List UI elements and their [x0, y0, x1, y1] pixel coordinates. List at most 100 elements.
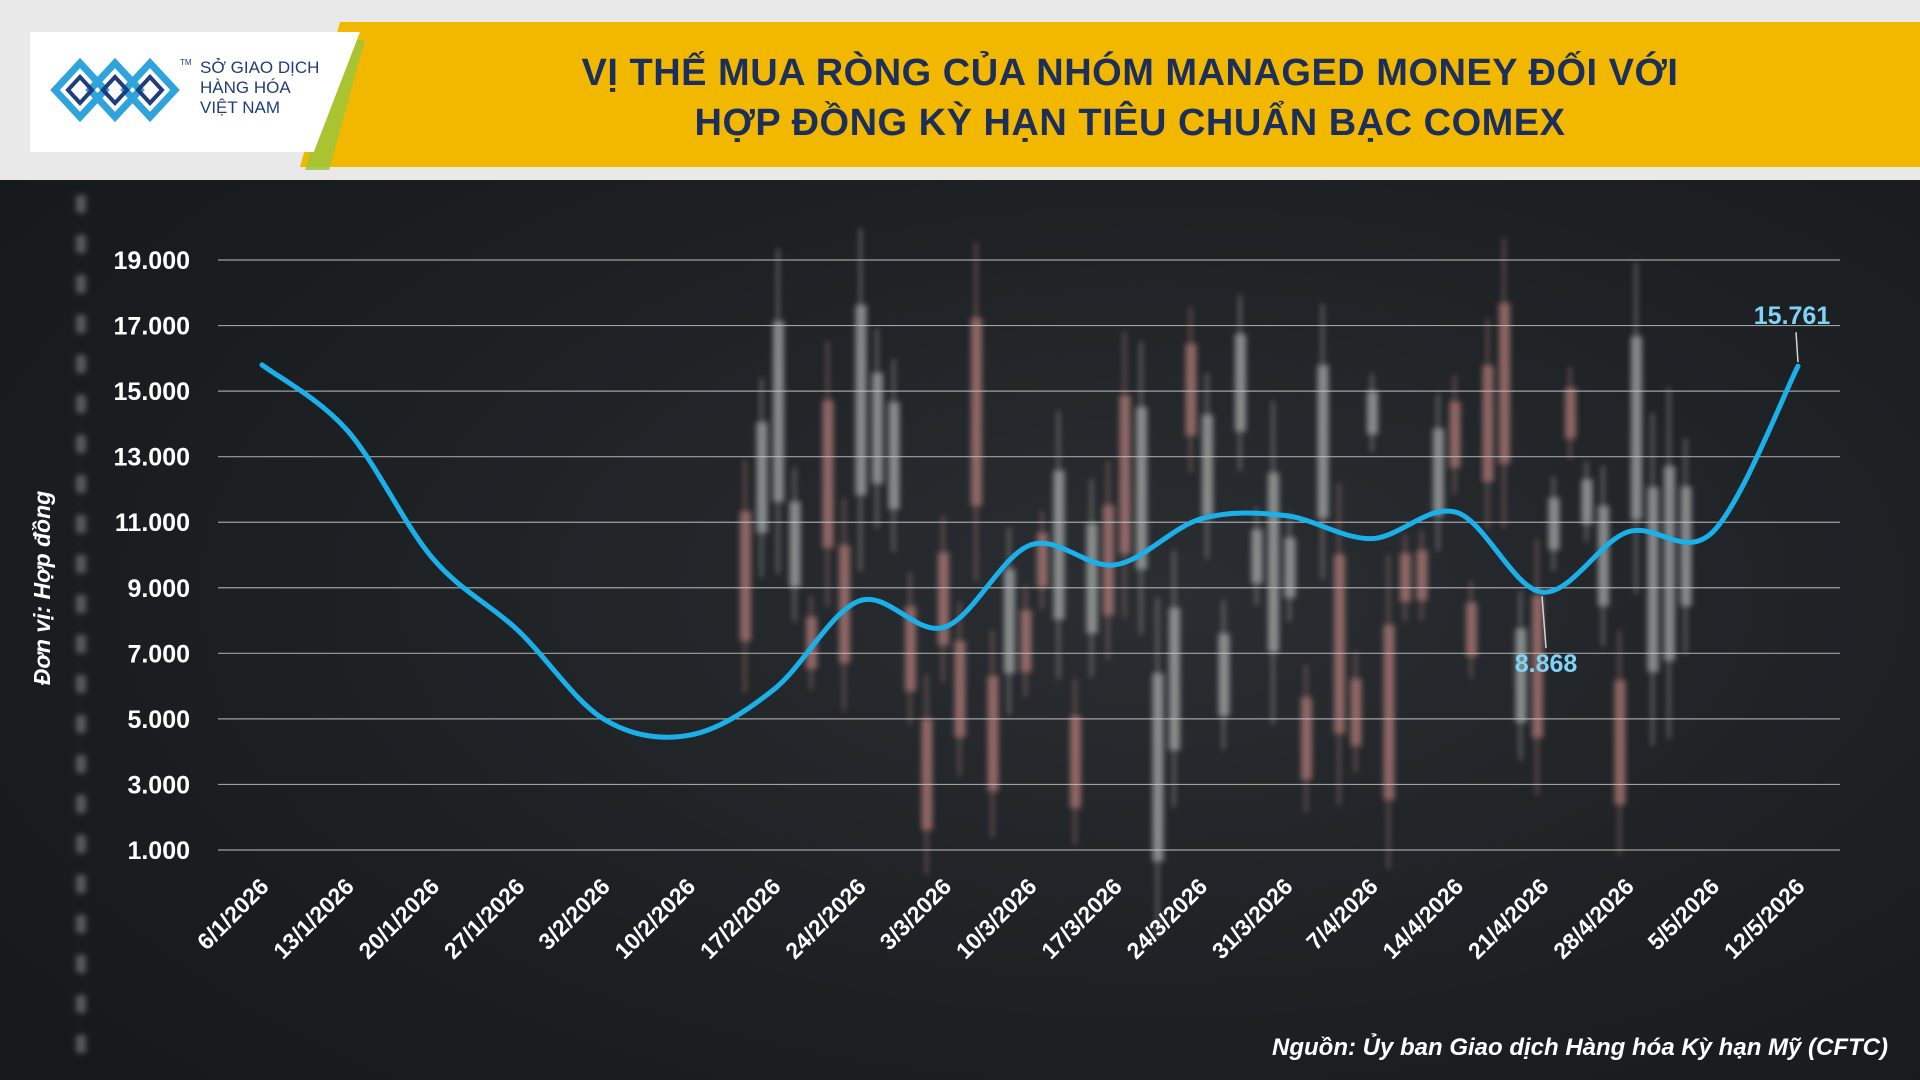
- bg-candle-body: [1532, 595, 1543, 738]
- bg-candle-body: [1218, 633, 1230, 717]
- series-line: [259, 362, 1801, 740]
- y-tick-label: 7.000: [127, 640, 190, 668]
- bg-axis-tick: [76, 915, 86, 933]
- bg-candle-body: [1020, 610, 1032, 673]
- annotation-leader: [1795, 332, 1799, 363]
- data-label: 15.761: [1754, 302, 1831, 330]
- bg-axis-tick: [76, 635, 86, 653]
- bg-candle-body: [1169, 607, 1180, 751]
- x-tick-label: 17/3/2026: [1036, 873, 1127, 964]
- x-tick-label: 7/4/2026: [1301, 873, 1383, 955]
- x-tick-label: 12/5/2026: [1719, 873, 1810, 964]
- bg-candle-body: [839, 545, 850, 664]
- bg-axis-tick: [76, 195, 86, 213]
- bg-axis-tick: [76, 835, 86, 853]
- bg-candle-body: [1614, 680, 1626, 805]
- bg-candle-body: [1466, 602, 1477, 657]
- bg-candle-body: [921, 718, 933, 830]
- bg-candle-body: [938, 552, 949, 646]
- bg-axis-tick: [76, 395, 86, 413]
- x-tick-label: 21/4/2026: [1463, 873, 1554, 964]
- y-axis-ticks: 1.000 3.000 5.000 7.000 9.000 11.000 13.000 15.…: [114, 247, 190, 865]
- bg-candle-body: [1433, 428, 1444, 516]
- y-tick-label: 3.000: [127, 771, 190, 799]
- y-tick-label: 13.000: [114, 444, 190, 472]
- data-label: 8.868: [1515, 650, 1578, 678]
- bg-candle-body: [954, 640, 966, 738]
- y-tick-label: 9.000: [127, 575, 190, 603]
- bg-axis-tick: [76, 275, 86, 293]
- logo-trademark: TM: [180, 58, 192, 67]
- bg-axis-tick: [76, 755, 86, 773]
- x-tick-label: 28/4/2026: [1548, 873, 1639, 964]
- bg-candle-body: [905, 606, 916, 692]
- logo-text-line2: HÀNG HÓA: [200, 78, 291, 97]
- bg-candle-body: [1581, 479, 1593, 524]
- bg-candle-body: [987, 675, 999, 792]
- bg-candle-body: [872, 372, 883, 484]
- y-tick-label: 19.000: [114, 247, 190, 275]
- bg-candle-body: [1400, 553, 1411, 602]
- bg-axis-tick: [76, 955, 86, 973]
- x-tick-label: 3/2/2026: [533, 873, 615, 955]
- x-tick-label: 24/2/2026: [780, 873, 871, 964]
- bg-candle-body: [855, 304, 867, 496]
- bg-axis-tick: [76, 995, 86, 1013]
- bg-axis-tick: [76, 555, 86, 573]
- bg-candle-body: [1565, 387, 1576, 439]
- chart-title-line1: VỊ THẾ MUA RÒNG CỦA NHÓM MANAGED MONEY Đ…: [581, 52, 1679, 94]
- bg-axis-tick: [76, 475, 86, 493]
- bg-candle-body: [1185, 343, 1197, 436]
- bg-axis-tick: [76, 875, 86, 893]
- bg-candle-body: [1482, 365, 1494, 482]
- bg-axis-tick: [76, 435, 86, 453]
- bg-axis-tick: [76, 515, 86, 533]
- bg-candle-body: [1284, 537, 1296, 598]
- bg-candle-body: [1664, 466, 1675, 661]
- bg-candle-body: [1301, 697, 1312, 780]
- bg-candle-body: [1235, 334, 1246, 432]
- bg-candle-body: [1136, 406, 1147, 570]
- x-tick-label: 10/3/2026: [951, 873, 1042, 964]
- bg-axis-tick: [76, 795, 86, 813]
- bg-candle-body: [1367, 391, 1378, 435]
- bg-candle-body: [1548, 497, 1560, 550]
- y-tick-label: 11.000: [115, 509, 190, 537]
- bg-candle-body: [1680, 486, 1692, 607]
- bg-candle-body: [1004, 569, 1015, 674]
- bg-candle-body: [1086, 523, 1098, 634]
- y-tick-label: 17.000: [114, 313, 190, 341]
- bg-candle-body: [789, 501, 801, 588]
- x-tick-label: 24/3/2026: [1121, 873, 1212, 964]
- chart-title: VỊ THẾ MUA RÒNG CỦA NHÓM MANAGED MONEY Đ…: [380, 48, 1880, 148]
- x-tick-label: 17/2/2026: [695, 873, 786, 964]
- x-tick-label: 31/3/2026: [1207, 873, 1298, 964]
- bg-candle-body: [971, 317, 982, 506]
- bg-candle-body: [1647, 487, 1659, 673]
- x-tick-label: 6/1/2026: [192, 873, 274, 955]
- y-tick-label: 15.000: [114, 378, 190, 406]
- bg-candle-body: [1383, 624, 1395, 800]
- logo-panel: [30, 32, 360, 152]
- bg-candle-body: [1598, 505, 1609, 606]
- bg-axis-tick: [76, 715, 86, 733]
- logo-text-line3: VIỆT NAM: [200, 98, 280, 117]
- logo-text-line1: SỞ GIAO DỊCH: [200, 58, 320, 77]
- bg-candle-body: [1202, 414, 1213, 518]
- bg-axis-tick: [76, 235, 86, 253]
- y-tick-label: 5.000: [127, 706, 190, 734]
- bg-axis-tick: [76, 355, 86, 373]
- x-tick-label: 14/4/2026: [1377, 873, 1468, 964]
- bg-candle-body: [1334, 554, 1345, 734]
- source-note: Nguồn: Ủy ban Giao dịch Hàng hóa Kỳ hạn …: [1272, 1034, 1888, 1061]
- bg-candle-body: [1251, 529, 1263, 584]
- x-tick-label: 13/1/2026: [268, 873, 359, 964]
- bg-candle-body: [1350, 678, 1362, 746]
- y-axis-label: Đơn vị: Hợp đồng: [29, 491, 55, 685]
- title-banner: [300, 22, 1920, 167]
- exchange-logo-icon: [50, 57, 180, 123]
- bg-candle-body: [773, 321, 784, 502]
